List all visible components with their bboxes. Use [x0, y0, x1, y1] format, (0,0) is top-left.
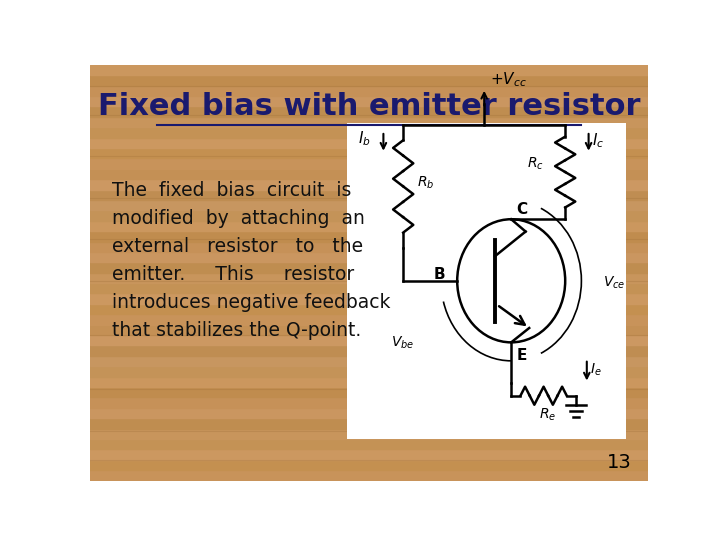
Text: 13: 13 — [606, 453, 631, 472]
Bar — [90, 241, 648, 252]
Text: $+V_{cc}$: $+V_{cc}$ — [490, 70, 526, 89]
Text: $V_{ce}$: $V_{ce}$ — [603, 275, 626, 292]
Bar — [90, 429, 648, 439]
Bar — [90, 190, 648, 200]
Text: $I_b$: $I_b$ — [359, 129, 371, 148]
Bar — [90, 179, 648, 190]
Bar — [90, 117, 648, 127]
Text: B: B — [433, 267, 446, 282]
Bar — [90, 168, 648, 179]
Bar — [347, 123, 626, 439]
Bar — [90, 293, 648, 304]
Bar — [90, 127, 648, 138]
Bar — [90, 75, 648, 85]
Bar — [90, 200, 648, 210]
Bar — [90, 148, 648, 158]
Bar — [90, 346, 648, 356]
Bar — [90, 231, 648, 241]
Bar — [90, 138, 648, 148]
Bar — [90, 460, 648, 470]
Text: The  fixed  bias  circuit  is
modified  by  attaching  an
external   resistor   : The fixed bias circuit is modified by at… — [112, 181, 391, 340]
Text: $I_c$: $I_c$ — [592, 131, 604, 150]
Bar — [90, 449, 648, 460]
Text: $V_{be}$: $V_{be}$ — [390, 334, 414, 351]
Text: E: E — [516, 348, 527, 362]
Bar — [90, 408, 648, 418]
Bar — [90, 356, 648, 366]
Text: $R_e$: $R_e$ — [539, 406, 556, 423]
Bar — [90, 221, 648, 231]
Bar — [90, 439, 648, 449]
Bar — [90, 252, 648, 262]
Text: $R_b$: $R_b$ — [417, 174, 434, 191]
Bar — [90, 65, 648, 75]
Bar — [90, 158, 648, 168]
Bar — [90, 335, 648, 346]
Bar — [90, 470, 648, 481]
Bar — [90, 325, 648, 335]
Bar — [90, 366, 648, 377]
Bar — [90, 397, 648, 408]
Text: Fixed bias with emitter resistor: Fixed bias with emitter resistor — [98, 92, 640, 121]
Text: $R_c$: $R_c$ — [527, 156, 544, 172]
Text: C: C — [516, 202, 528, 217]
Bar — [90, 387, 648, 397]
Bar — [90, 314, 648, 325]
Bar — [90, 211, 648, 221]
Bar — [90, 283, 648, 294]
Bar — [90, 377, 648, 387]
Bar — [90, 273, 648, 283]
Bar — [90, 96, 648, 106]
Bar — [90, 85, 648, 96]
Bar — [90, 262, 648, 273]
Bar — [90, 106, 648, 117]
Text: $I_e$: $I_e$ — [590, 361, 602, 377]
Bar — [90, 418, 648, 429]
Bar — [90, 304, 648, 314]
